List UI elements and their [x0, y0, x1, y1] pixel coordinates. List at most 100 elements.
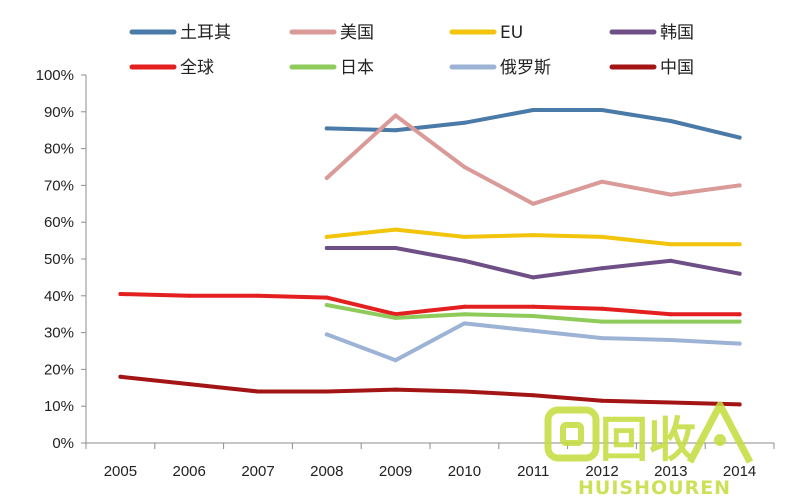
series-line-4: [118, 292, 742, 317]
legend-label-3: 韩国: [660, 23, 694, 43]
legend-label-2: EU: [500, 23, 523, 43]
data-point: [393, 128, 398, 133]
data-point: [600, 266, 604, 271]
chart-axes: 0% 10% 20% 30% 40% 50% 60% 70% 80% 90% 100% 2005 200…: [36, 67, 775, 480]
legend-label-5: 日本: [340, 58, 374, 78]
data-point: [600, 179, 604, 184]
legend-label-4: 全球: [180, 58, 214, 78]
watermark-main-text: 回收: [600, 412, 696, 468]
x-tick-label: 2011: [517, 463, 549, 480]
data-point: [462, 120, 467, 125]
series-layer: [118, 108, 742, 407]
data-point: [600, 234, 604, 239]
y-tick-label: 90%: [44, 104, 74, 121]
data-point: [531, 201, 536, 206]
x-tick-label: 2013: [654, 463, 687, 480]
y-tick-label: 100%: [36, 67, 74, 84]
watermark-sub-text: HUISHOUREN: [578, 477, 731, 499]
data-point: [668, 119, 673, 123]
y-tick-label: 70%: [44, 177, 74, 194]
y-tick-label: 10%: [44, 398, 74, 415]
data-point: [324, 332, 329, 337]
data-point: [462, 389, 467, 394]
y-tick-label: 0%: [52, 435, 74, 452]
data-point: [462, 304, 467, 309]
data-point: [600, 319, 604, 324]
legend-label-7: 中国: [660, 58, 694, 78]
data-point: [462, 258, 467, 263]
data-point: [737, 312, 742, 317]
data-point: [668, 192, 673, 197]
x-tick-label: 2012: [585, 463, 618, 480]
data-point: [393, 227, 398, 232]
data-point: [668, 319, 673, 324]
data-point: [187, 382, 192, 387]
x-tick-label: 2007: [241, 463, 274, 480]
data-point: [462, 321, 467, 326]
y-tick-label: 40%: [44, 288, 74, 305]
watermark-square: [544, 406, 600, 462]
series-line-3: [324, 246, 742, 280]
data-point: [737, 402, 742, 407]
data-point: [737, 242, 742, 247]
data-point: [600, 336, 604, 341]
legend-label-6: 俄罗斯: [500, 58, 551, 78]
watermark-person-icon: [686, 401, 754, 464]
watermark-inner-square: [560, 422, 584, 446]
data-point: [531, 233, 536, 238]
data-point: [393, 246, 398, 250]
data-point: [462, 165, 467, 169]
data-point: [600, 306, 604, 311]
x-tick-label: 2014: [723, 463, 756, 480]
data-point: [324, 126, 329, 131]
data-point: [324, 234, 329, 239]
y-tick-label: 20%: [44, 361, 74, 378]
data-point: [531, 275, 536, 280]
y-tick-label: 60%: [44, 214, 74, 231]
data-point: [668, 242, 673, 247]
x-tick-label: 2005: [104, 463, 137, 480]
data-point: [393, 315, 398, 320]
data-point: [393, 387, 398, 392]
data-point: [393, 358, 398, 363]
data-point: [668, 312, 673, 317]
data-point: [668, 258, 673, 263]
data-point: [531, 393, 536, 398]
x-tick-label: 2008: [310, 463, 343, 480]
data-point: [531, 328, 536, 333]
data-point: [668, 338, 673, 342]
data-point: [324, 176, 329, 180]
legend-label-0: 土耳其: [180, 23, 231, 43]
series-line-7: [118, 374, 742, 407]
data-point: [531, 108, 536, 112]
data-point: [256, 293, 260, 298]
y-tick-label: 50%: [44, 251, 74, 268]
data-point: [393, 113, 398, 118]
data-point: [668, 400, 673, 405]
x-tick-label: 2006: [173, 463, 206, 480]
data-point: [256, 389, 260, 394]
data-point: [737, 319, 742, 324]
data-point: [324, 246, 329, 250]
data-point: [600, 398, 604, 403]
data-point: [393, 312, 398, 317]
data-point: [600, 108, 604, 112]
data-point: [462, 234, 467, 239]
data-point: [324, 295, 329, 300]
watermark-logo: 回收 HUISHOUREN: [544, 401, 754, 499]
x-tick-label: 2009: [379, 463, 412, 480]
data-point: [531, 314, 536, 318]
data-point: [118, 374, 123, 379]
data-point: [118, 292, 123, 296]
legend-label-1: 美国: [340, 23, 374, 43]
y-tick-label: 30%: [44, 325, 74, 342]
data-point: [737, 183, 742, 188]
data-point: [324, 303, 329, 307]
data-point: [531, 304, 536, 309]
watermark-dot: [714, 434, 726, 446]
data-point: [737, 271, 742, 276]
data-point: [737, 135, 742, 140]
x-tick-label: 2010: [448, 463, 481, 480]
